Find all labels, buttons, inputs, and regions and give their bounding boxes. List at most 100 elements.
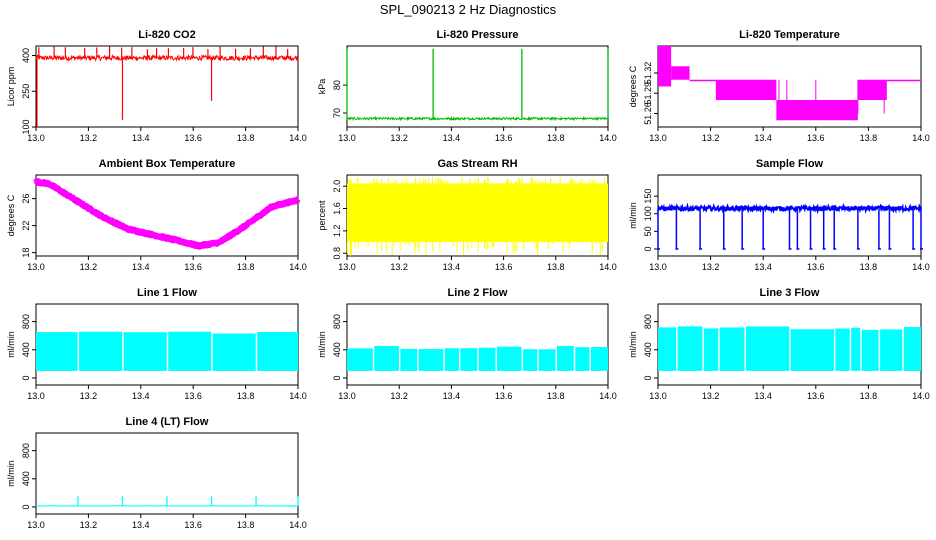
flow-block: [719, 327, 745, 371]
x-tick-label: 13.4: [132, 133, 150, 143]
x-tick-label: 13.2: [702, 133, 720, 143]
x-tick-label: 13.2: [80, 520, 98, 530]
x-tick-label: 13.4: [754, 262, 772, 272]
x-tick-label: 13.2: [702, 262, 720, 272]
y-axis-label: ml/min: [6, 460, 16, 487]
y-tick-label: 51.26: [643, 102, 653, 125]
y-tick-label: 0: [21, 375, 31, 380]
flow-block: [418, 349, 444, 371]
y-tick-label: 80: [332, 80, 342, 90]
x-tick-label: 13.2: [80, 391, 98, 401]
x-tick-label: 13.4: [443, 262, 461, 272]
chart-panel-10: Line 4 (LT) Flow 13.0 13.2 13.4 13.6 13.8 14.0…: [6, 416, 307, 530]
y-axis-label: degrees C: [6, 194, 16, 236]
y-axis-label: degrees C: [628, 65, 638, 107]
flow-block: [478, 347, 496, 371]
series-line: [35, 53, 299, 63]
y-tick-label: 400: [21, 342, 31, 357]
flow-block: [347, 348, 373, 371]
flow-block: [903, 327, 921, 371]
x-tick-label: 14.0: [289, 391, 307, 401]
x-tick-label: 13.8: [237, 133, 255, 143]
x-tick-label: 13.0: [27, 262, 45, 272]
chart-title: Line 2 Flow: [448, 287, 508, 299]
y-tick-label: 50: [643, 226, 653, 236]
y-tick-label: 800: [643, 314, 653, 329]
x-tick-label: 13.6: [495, 133, 513, 143]
x-tick-label: 13.0: [338, 262, 356, 272]
flow-block: [557, 345, 574, 371]
y-tick-label: 0.8: [332, 247, 342, 260]
x-tick-label: 14.0: [912, 262, 930, 272]
y-axis-label: ml/min: [628, 331, 638, 358]
x-tick-label: 14.0: [289, 520, 307, 530]
x-tick-label: 14.0: [289, 133, 307, 143]
x-tick-label: 13.8: [237, 520, 255, 530]
x-tick-label: 14.0: [289, 262, 307, 272]
band-segment: [658, 46, 672, 87]
x-tick-label: 13.6: [184, 391, 202, 401]
y-axis-label: ml/min: [6, 331, 16, 358]
y-tick-label: 800: [332, 314, 342, 329]
y-axis-label: percent: [317, 200, 327, 231]
x-tick-label: 13.6: [495, 262, 513, 272]
y-tick-label: 51.32: [643, 62, 653, 85]
plot-frame: [35, 174, 299, 257]
band-segment: [671, 66, 690, 80]
x-tick-label: 13.6: [807, 391, 825, 401]
y-tick-label: 18: [21, 248, 31, 258]
y-tick-label: 2.0: [332, 180, 342, 193]
flow-block: [496, 346, 522, 371]
chart-title: Line 3 Flow: [760, 287, 820, 299]
y-tick-label: 100: [643, 206, 653, 221]
plot-frame: [346, 45, 609, 128]
flow-block: [835, 328, 850, 371]
y-axis-label: Licor ppm: [6, 67, 16, 107]
y-tick-label: 1.6: [332, 202, 342, 215]
chart-panel-8: Line 2 Flow 13.0 13.2 13.4 13.6 13.8 14.0 0 400 8…: [317, 287, 617, 401]
x-tick-label: 13.6: [184, 520, 202, 530]
flow-block: [658, 327, 677, 371]
x-tick-label: 13.0: [27, 133, 45, 143]
y-tick-label: 51.29: [643, 82, 653, 105]
chart-title: Line 4 (LT) Flow: [126, 416, 209, 428]
x-tick-label: 14.0: [599, 133, 617, 143]
x-tick-label: 14.0: [912, 391, 930, 401]
y-axis-label: ml/min: [317, 331, 327, 358]
y-tick-label: 250: [21, 84, 31, 99]
y-tick-label: 400: [21, 48, 31, 63]
x-tick-label: 13.2: [702, 391, 720, 401]
plot-frame: [346, 303, 609, 386]
series-line: [346, 115, 609, 122]
x-tick-label: 13.6: [184, 133, 202, 143]
chart-panel-9: Line 3 Flow 13.0 13.2 13.4 13.6 13.8 14.0 0 400 8…: [628, 287, 930, 401]
y-tick-label: 22: [21, 221, 31, 231]
y-tick-label: 26: [21, 194, 31, 204]
x-tick-label: 13.4: [132, 391, 150, 401]
y-tick-label: 70: [332, 108, 342, 118]
x-tick-label: 14.0: [912, 133, 930, 143]
flow-block: [257, 331, 298, 371]
flow-block: [861, 329, 879, 371]
flow-block: [36, 332, 78, 371]
y-axis-label: kPa: [317, 79, 327, 95]
flow-block: [790, 329, 834, 371]
x-tick-label: 14.0: [599, 262, 617, 272]
y-tick-label: 400: [332, 342, 342, 357]
chart-panel-7: Line 1 Flow 13.0 13.2 13.4 13.6 13.8 14.0 0 400 8…: [6, 287, 307, 401]
flow-block: [444, 348, 459, 371]
x-tick-label: 13.8: [237, 391, 255, 401]
flow-block: [851, 327, 861, 371]
chart-title: Li-820 CO2: [138, 29, 195, 41]
y-tick-label: 0: [643, 246, 653, 251]
x-tick-label: 13.8: [860, 133, 878, 143]
chart-title: Line 1 Flow: [137, 287, 197, 299]
flow-block: [538, 349, 556, 371]
x-tick-label: 13.4: [754, 133, 772, 143]
band-segment: [715, 79, 777, 100]
x-tick-label: 13.6: [807, 262, 825, 272]
x-tick-label: 14.0: [599, 391, 617, 401]
x-tick-label: 13.0: [649, 391, 667, 401]
x-tick-label: 13.0: [338, 133, 356, 143]
flow-block: [677, 326, 703, 371]
